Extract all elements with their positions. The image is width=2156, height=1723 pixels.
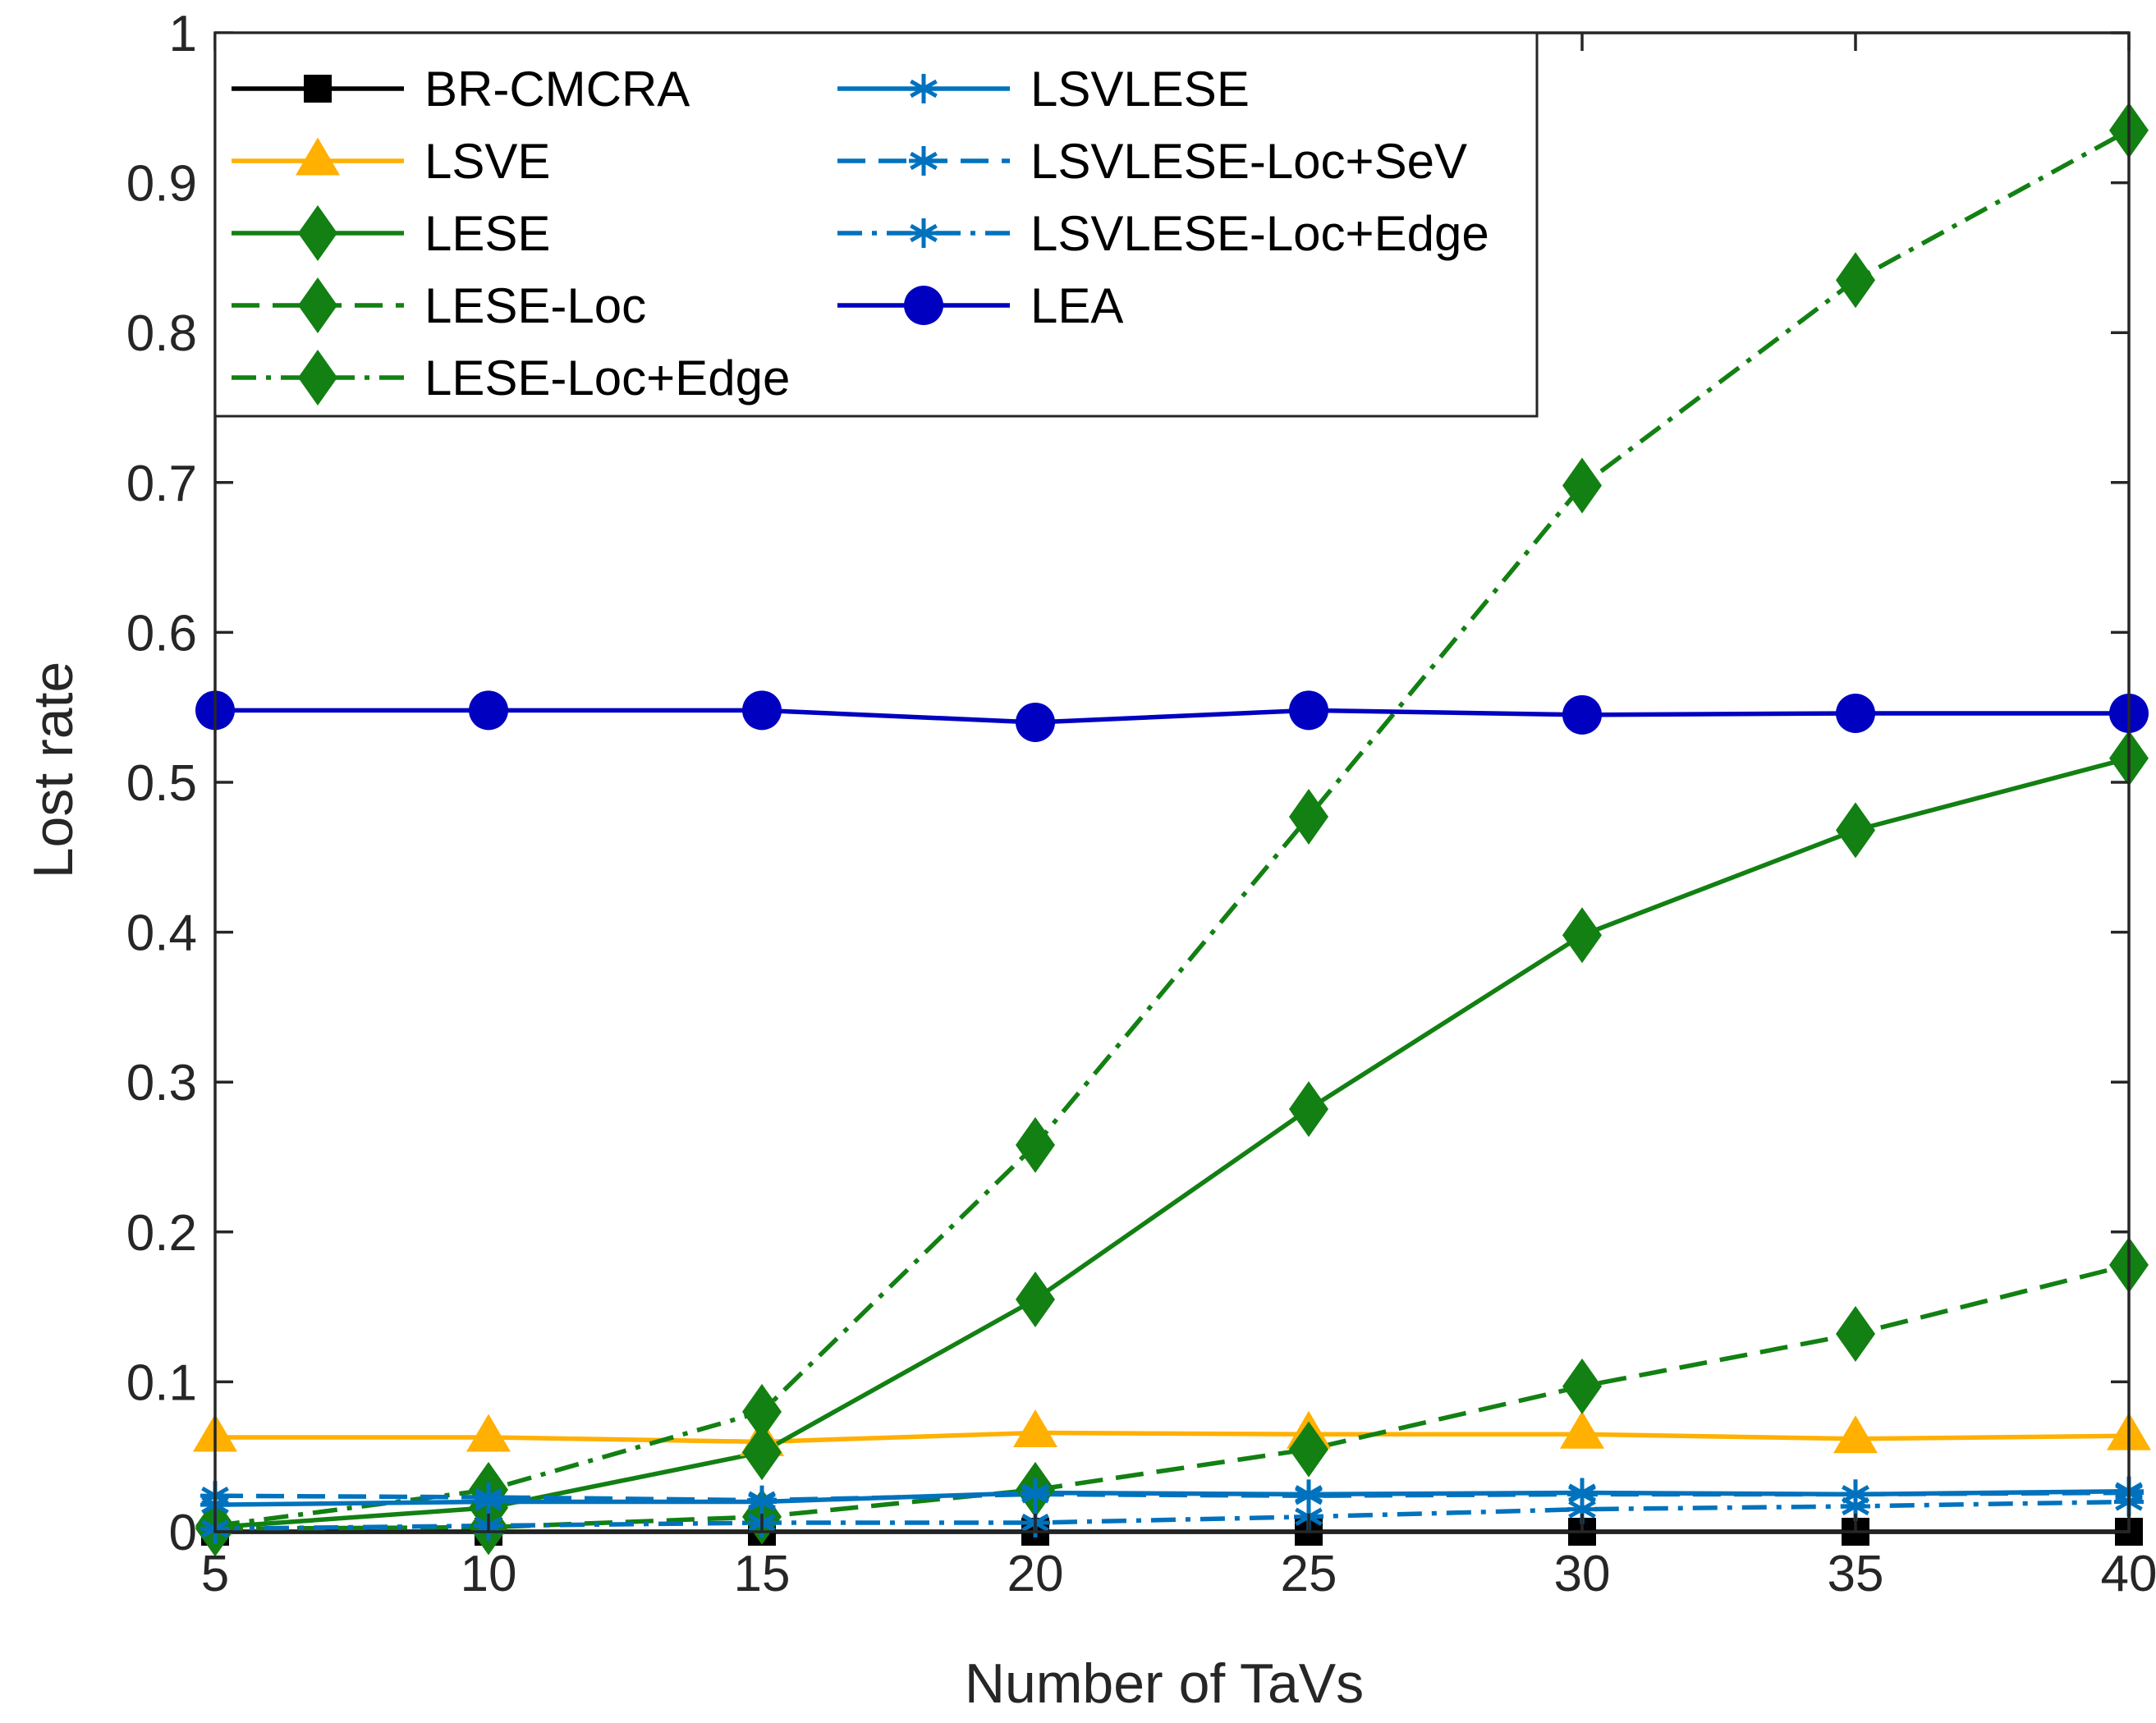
- legend-label: LESE: [424, 206, 550, 261]
- y-tick-label: 1: [169, 6, 197, 62]
- legend-swatch-marker: [298, 277, 337, 333]
- x-tick-label: 25: [1281, 1546, 1337, 1602]
- y-tick-label: 0.3: [126, 1055, 197, 1111]
- legend-label: LESE-Loc: [424, 278, 646, 333]
- data-point-lsvlese-loc-sev: [747, 1485, 777, 1515]
- y-tick-label: 0.6: [126, 605, 197, 662]
- y-tick-label: 0.1: [126, 1354, 197, 1411]
- data-point-lea: [1836, 694, 1875, 734]
- legend-label: LSVLESE-Loc+SeV: [1030, 134, 1467, 189]
- legend-item-lsvlese-loc-sev: LSVLESE-Loc+SeV: [837, 134, 1467, 189]
- y-tick-label: 0.5: [126, 755, 197, 812]
- legend-swatch-marker: [296, 137, 340, 176]
- legend-item-lese: LESE: [232, 205, 550, 261]
- data-point-lese: [742, 1424, 782, 1481]
- data-point-lea: [1016, 702, 1055, 742]
- data-point-lsvlese-loc-sev: [474, 1482, 503, 1513]
- data-point-lese-loc-edge: [1016, 1116, 1055, 1173]
- data-point-lese-loc: [1289, 1421, 1328, 1478]
- legend-swatch-marker: [904, 286, 943, 325]
- legend-item-lea: LEA: [837, 278, 1123, 333]
- legend-label: LSVLESE: [1030, 62, 1250, 117]
- y-tick-label: 0.9: [126, 156, 197, 213]
- data-point-lese: [1562, 907, 1602, 964]
- x-tick-label: 5: [201, 1546, 229, 1602]
- legend-label: LEA: [1030, 278, 1123, 333]
- data-point-lese: [1836, 802, 1875, 859]
- y-tick-label: 0: [169, 1505, 197, 1561]
- y-tick-label: 0.7: [126, 456, 197, 512]
- legend-box: [213, 31, 1539, 418]
- legend-item-lese-loc-edge: LESE-Loc+Edge: [232, 350, 790, 406]
- data-point-lea: [1289, 690, 1328, 731]
- data-point-lsve: [1833, 1415, 1878, 1454]
- series-line-lese-loc-edge: [214, 128, 2131, 1528]
- x-tick-label: 40: [2101, 1546, 2156, 1602]
- x-tick-label: 30: [1554, 1546, 1611, 1602]
- legend-label: LESE-Loc+Edge: [424, 351, 790, 406]
- data-point-lea: [1562, 694, 1602, 735]
- series-line-lsvlese-loc-edge: [214, 1499, 2130, 1532]
- legend-swatch-marker: [304, 75, 332, 103]
- x-axis-title: Number of TaVs: [965, 1652, 1364, 1715]
- data-point-lsve: [1013, 1409, 1057, 1447]
- series-line-lese-loc: [214, 1262, 2130, 1532]
- data-point-lsvlese-loc-sev: [1021, 1479, 1050, 1510]
- legend-swatch-marker: [298, 205, 337, 261]
- data-point-lsve: [1560, 1410, 1604, 1449]
- legend-label: LSVLESE-Loc+Edge: [1030, 206, 1489, 261]
- data-point-lese-loc: [1562, 1358, 1602, 1414]
- data-point-lea: [742, 690, 782, 731]
- data-point-lese: [1016, 1271, 1055, 1327]
- y-tick-label: 0.4: [126, 905, 197, 962]
- series-line-lsve: [215, 1430, 2130, 1445]
- legend-swatch-marker: [909, 218, 938, 248]
- x-tick-label: 35: [1828, 1546, 1884, 1602]
- legend-swatch-marker: [909, 74, 938, 103]
- legend-item-lsvlese: LSVLESE: [837, 62, 1250, 117]
- legend-item-br-cmcra: BR-CMCRA: [232, 62, 690, 117]
- series-line-lsvlese-loc-sev: [214, 1490, 2130, 1503]
- y-tick-label: 0.8: [126, 305, 197, 362]
- legend-item-lsve: LSVE: [232, 134, 550, 189]
- legend-item-lsvlese-loc-edge: LSVLESE-Loc+Edge: [837, 206, 1489, 261]
- data-point-lese-loc-edge: [1289, 788, 1328, 845]
- x-tick-label: 15: [734, 1546, 791, 1602]
- data-point-lsve: [466, 1414, 511, 1452]
- data-point-lese: [1289, 1081, 1328, 1138]
- legend-item-lese-loc: LESE-Loc: [232, 277, 646, 333]
- tick-labels: 5 10 15 20 25 30 35 40 0 0.1 0.2 0.3 0.4 0.5 0.6 0.7 0.8…: [126, 6, 2156, 1602]
- x-tick-label: 10: [461, 1546, 517, 1602]
- series-line-lea: [215, 708, 2129, 725]
- legend-swatch-marker: [909, 146, 938, 176]
- data-point-lese-loc-edge: [1562, 457, 1602, 514]
- legend-label: BR-CMCRA: [424, 62, 690, 117]
- y-axis-title: Lost rate: [22, 662, 85, 879]
- data-point-lese-loc-edge: [742, 1383, 782, 1440]
- data-point-lese-loc-edge: [1836, 252, 1875, 309]
- legend-label: LSVE: [424, 134, 550, 189]
- x-tick-label: 20: [1007, 1546, 1064, 1602]
- data-point-lese-loc: [1836, 1305, 1875, 1362]
- y-tick-label: 0.2: [126, 1205, 197, 1262]
- legend-swatch-marker: [298, 350, 337, 406]
- series-line-lese: [214, 756, 2130, 1530]
- data-point-lea: [469, 690, 508, 731]
- legend: BR-CMCRA LSVE LESE LESE-Loc LESE-Loc+Edge LSV…: [213, 31, 1539, 418]
